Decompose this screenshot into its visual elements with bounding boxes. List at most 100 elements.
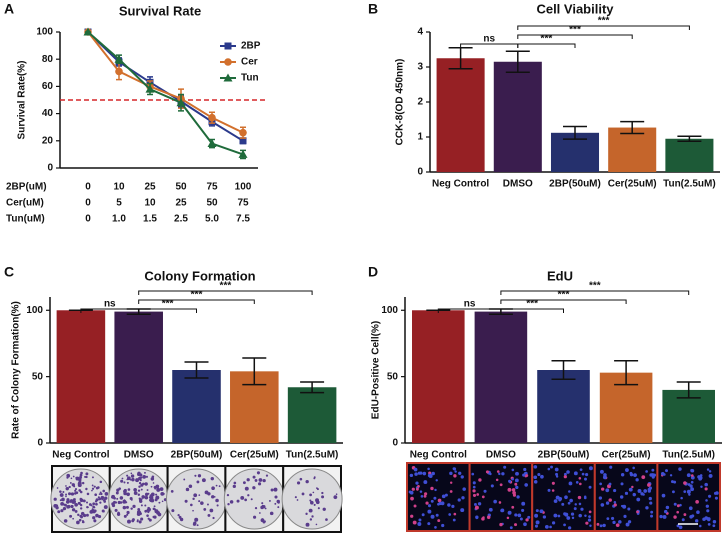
nucleus	[507, 510, 512, 515]
colony	[215, 498, 219, 503]
colony	[209, 508, 214, 513]
significance-bracket	[138, 290, 313, 295]
colony	[74, 502, 78, 507]
nucleus	[573, 471, 578, 476]
colony	[309, 518, 313, 521]
colony	[170, 490, 174, 493]
x-tick-label: DMSO	[486, 450, 516, 461]
colony	[122, 505, 127, 510]
nucleus	[418, 518, 422, 522]
nucleus	[632, 466, 635, 470]
nucleus	[712, 524, 716, 528]
nucleus	[601, 487, 605, 491]
x-tick-label: Neg Control	[52, 450, 109, 461]
nucleus	[640, 492, 644, 496]
nucleus	[669, 474, 673, 477]
colony	[204, 490, 209, 495]
nucleus	[539, 509, 544, 514]
nucleus	[521, 508, 525, 512]
nucleus	[421, 513, 425, 517]
colony	[274, 495, 278, 499]
colony	[149, 494, 154, 498]
x-tick-label: Cer(25uM)	[608, 179, 657, 190]
nucleus	[599, 482, 603, 486]
nucleus	[568, 526, 572, 530]
x-row-label: Tun(uM)	[6, 214, 45, 225]
nucleus	[478, 478, 482, 482]
colony	[184, 499, 188, 503]
nucleus	[410, 496, 414, 501]
nucleus	[683, 513, 687, 516]
nucleus	[665, 469, 668, 473]
colony	[131, 518, 135, 522]
colony	[156, 487, 161, 492]
colony	[179, 517, 184, 522]
nucleus	[410, 514, 414, 518]
colony	[66, 473, 71, 478]
colony	[95, 498, 99, 502]
nucleus	[449, 490, 453, 493]
colony	[192, 509, 194, 512]
colony	[194, 474, 197, 477]
x-tick-label: Neg Control	[432, 179, 489, 190]
nucleus	[605, 488, 610, 493]
colony	[86, 501, 89, 504]
colony	[92, 516, 96, 520]
nucleus	[575, 481, 579, 484]
colony	[94, 509, 97, 513]
colony	[89, 509, 94, 514]
colony	[94, 493, 98, 497]
nucleus	[563, 472, 567, 476]
colony	[69, 482, 72, 484]
nucleus	[425, 501, 429, 505]
nucleus	[694, 519, 699, 523]
nucleus	[568, 490, 571, 493]
nucleus	[417, 522, 422, 526]
colony	[277, 501, 280, 504]
colony	[85, 472, 89, 476]
nucleus	[618, 520, 622, 524]
nucleus	[620, 482, 624, 486]
colony	[80, 471, 83, 475]
nucleus	[474, 505, 479, 510]
x-tick-label: 10	[144, 198, 156, 209]
nucleus	[472, 485, 476, 489]
nucleus	[521, 501, 526, 506]
nucleus	[511, 488, 516, 492]
colony	[226, 494, 230, 497]
significance-bracket	[500, 299, 627, 304]
colony	[233, 481, 237, 485]
y-axis-label: CCK-8(OD 450nm)	[395, 59, 406, 146]
nucleus	[599, 524, 603, 528]
nucleus	[619, 495, 624, 499]
nucleus	[462, 487, 466, 491]
nucleus	[413, 467, 418, 472]
colony	[99, 480, 103, 484]
colony	[79, 490, 83, 494]
colony	[138, 520, 142, 524]
nucleus	[495, 478, 499, 482]
chart-title: Survival Rate	[119, 3, 201, 18]
nucleus	[474, 503, 477, 506]
colony	[141, 495, 146, 499]
colony	[244, 486, 249, 491]
colony	[79, 503, 83, 507]
colony	[65, 495, 67, 498]
significance-bracket	[500, 308, 564, 313]
colony	[113, 500, 116, 504]
chart-title: Colony Formation	[144, 268, 255, 283]
nucleus	[534, 513, 539, 518]
nucleus	[660, 471, 665, 476]
colony	[216, 504, 219, 507]
colony	[131, 477, 135, 482]
nucleus	[448, 513, 452, 516]
colony	[301, 492, 305, 496]
colony	[147, 517, 150, 520]
significance-label: ns	[464, 299, 476, 310]
colony	[59, 490, 62, 493]
colony	[312, 491, 315, 494]
colony	[135, 478, 140, 483]
x-row-label: Cer(uM)	[6, 198, 44, 209]
x-tick-label: DMSO	[503, 179, 533, 190]
colony	[252, 486, 256, 490]
